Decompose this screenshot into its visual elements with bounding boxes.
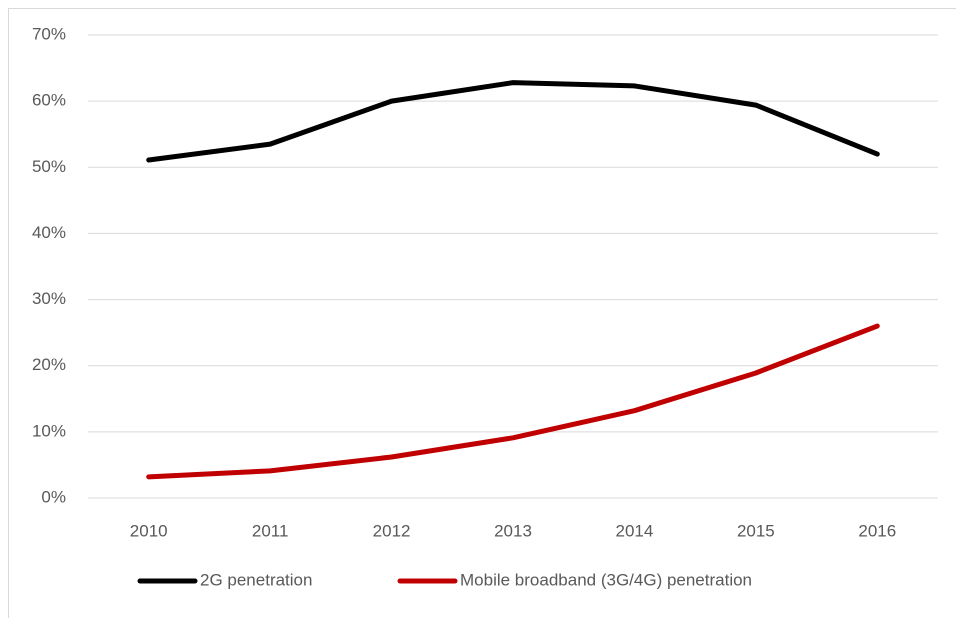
x-tick-label: 2014 (616, 521, 654, 540)
y-tick-label: 0% (41, 487, 66, 506)
x-tick-label: 2010 (130, 521, 168, 540)
legend-label: Mobile broadband (3G/4G) penetration (460, 570, 752, 589)
x-tick-label: 2013 (494, 521, 532, 540)
legend-label: 2G penetration (200, 570, 312, 589)
data-line (146, 80, 880, 163)
y-tick-label: 30% (32, 289, 66, 308)
x-tick-label: 2016 (858, 521, 896, 540)
y-tick-label: 60% (32, 91, 66, 110)
y-tick-label: 20% (32, 355, 66, 374)
y-tick-label: 50% (32, 157, 66, 176)
y-tick-label: 40% (32, 223, 66, 242)
chart-border (8, 8, 956, 618)
x-tick-label: 2012 (373, 521, 411, 540)
data-line (146, 323, 880, 480)
x-tick-label: 2011 (252, 521, 289, 540)
y-tick-label: 10% (32, 421, 66, 440)
y-tick-label: 70% (32, 24, 66, 43)
x-tick-label: 2015 (737, 521, 775, 540)
